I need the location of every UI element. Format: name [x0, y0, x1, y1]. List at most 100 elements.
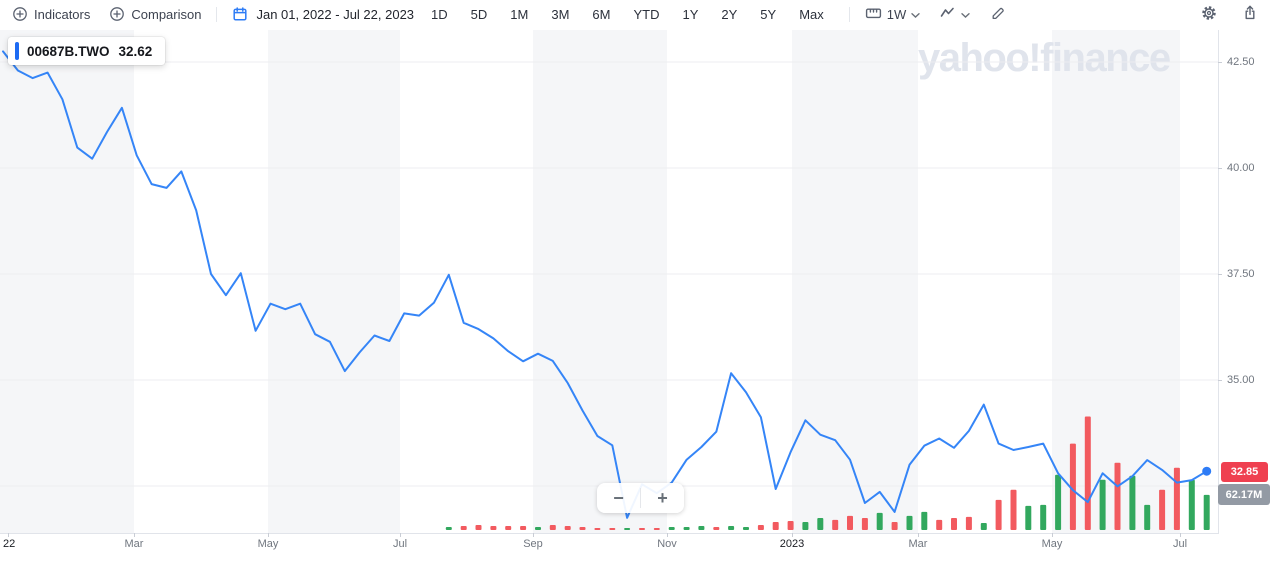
volume-bar	[460, 526, 467, 530]
volume-bar	[564, 526, 571, 530]
x-axis-label: Sep	[523, 538, 543, 550]
zoom-divider	[640, 488, 641, 508]
x-axis-tick	[8, 533, 9, 537]
volume-bar	[1069, 443, 1076, 530]
ticker-legend-card[interactable]: 00687B.TWO 32.62	[8, 37, 166, 65]
volume-bar	[1084, 416, 1091, 530]
volume-bar	[639, 528, 645, 530]
zoom-in-button[interactable]: +	[641, 483, 684, 513]
volume-bar	[847, 515, 853, 530]
range-button-5D[interactable]: 5D	[470, 6, 488, 22]
x-axis-tick	[533, 533, 534, 537]
calendar-icon	[232, 6, 248, 22]
volume-bar	[1010, 489, 1017, 530]
volume-bar	[728, 526, 735, 530]
share-button[interactable]	[1242, 4, 1258, 24]
x-axis-label: Jul	[1172, 538, 1188, 550]
x-axis-tick	[400, 533, 401, 537]
volume-bar	[891, 522, 898, 530]
volume-bar	[921, 511, 928, 530]
x-axis-tick	[1180, 533, 1181, 537]
range-button-1Y[interactable]: 1Y	[682, 6, 699, 22]
volume-bar	[1025, 505, 1032, 530]
x-axis-tick	[1052, 533, 1053, 537]
date-range-label: Jan 01, 2022 - Jul 22, 2023	[256, 6, 415, 22]
plus-circle-icon	[109, 6, 125, 22]
x-axis-label: May	[1041, 538, 1063, 550]
interval-selector[interactable]: 1W	[865, 5, 921, 24]
volume-bar	[683, 527, 690, 530]
ticker-symbol: 00687B.TWO	[27, 43, 110, 59]
indicators-button[interactable]: Indicators	[12, 6, 90, 22]
range-button-Max[interactable]: Max	[799, 6, 824, 22]
price-volume-plot	[0, 50, 1218, 530]
chevron-down-icon	[911, 7, 920, 22]
y-axis-tick	[1218, 62, 1222, 63]
x-axis-label: 22	[3, 538, 16, 550]
month-stripe	[533, 30, 667, 533]
y-axis-label: 37.50	[1227, 268, 1255, 280]
x-axis-label: Mar	[124, 538, 144, 550]
volume-bar	[743, 527, 749, 530]
y-axis-tick	[1218, 380, 1222, 381]
x-axis-label: Jul	[392, 538, 408, 550]
volume-bar	[995, 499, 1002, 530]
volume-bar	[594, 528, 601, 530]
range-button-2Y[interactable]: 2Y	[721, 6, 738, 22]
line-chart-type-icon	[940, 5, 956, 23]
volume-bar	[505, 526, 512, 530]
volume-bar	[757, 525, 764, 530]
volume-bar	[936, 519, 943, 530]
volume-bar	[1203, 494, 1210, 530]
zoom-out-button[interactable]: −	[597, 483, 640, 513]
range-button-1M[interactable]: 1M	[510, 6, 529, 22]
settings-button[interactable]	[1200, 4, 1218, 25]
volume-bar	[624, 528, 631, 530]
zoom-controls: − +	[597, 483, 684, 513]
range-button-6M[interactable]: 6M	[592, 6, 611, 22]
volume-bar	[1144, 504, 1151, 530]
volume-bar	[445, 527, 452, 530]
x-axis-tick	[918, 533, 919, 537]
volume-bar	[490, 526, 497, 530]
gear-icon	[1200, 4, 1218, 25]
x-axis-tick	[268, 533, 269, 537]
volume-bar	[668, 527, 675, 530]
volume-bar	[698, 526, 705, 530]
volume-bar	[1055, 474, 1062, 530]
range-button-3M[interactable]: 3M	[551, 6, 570, 22]
volume-bar	[549, 525, 556, 530]
last-volume-badge: 62.17M	[1218, 484, 1270, 505]
y-axis-line	[1218, 30, 1219, 534]
y-axis-label: 35.00	[1227, 374, 1255, 386]
volume-bar	[876, 512, 883, 530]
x-axis-label: 2023	[779, 538, 805, 550]
volume-bar	[579, 527, 586, 530]
comparison-label: Comparison	[131, 6, 202, 22]
volume-bar	[787, 521, 794, 530]
range-button-YTD[interactable]: YTD	[633, 6, 660, 22]
share-icon	[1242, 4, 1258, 24]
range-button-1D[interactable]: 1D	[431, 6, 448, 22]
date-range-button[interactable]: Jan 01, 2022 - Jul 22, 2023	[232, 6, 414, 22]
x-axis-tick	[667, 533, 668, 537]
chart-toolbar: Indicators Comparison Jan 01, 2022 - Jul…	[0, 0, 1270, 28]
price-line	[2, 50, 1208, 519]
volume-bar	[713, 527, 720, 530]
chevron-down-icon	[961, 7, 970, 22]
volume-bar	[980, 523, 987, 530]
chart-type-selector[interactable]	[940, 5, 970, 23]
volume-bar	[906, 515, 913, 530]
interval-label: 1W	[886, 6, 907, 22]
comparison-button[interactable]: Comparison	[109, 6, 201, 22]
draw-tools-button[interactable]	[990, 5, 1006, 24]
ticker-value: 32.62	[118, 43, 153, 59]
volume-bar	[1114, 462, 1121, 530]
x-axis-tick	[134, 533, 135, 537]
x-axis-line	[0, 533, 1219, 534]
yahoo-finance-watermark: yahoo!finance	[918, 36, 1171, 80]
range-button-5Y[interactable]: 5Y	[760, 6, 777, 22]
volume-bar	[1129, 475, 1136, 530]
volume-bar	[475, 525, 482, 530]
series-color-accent	[15, 42, 19, 60]
